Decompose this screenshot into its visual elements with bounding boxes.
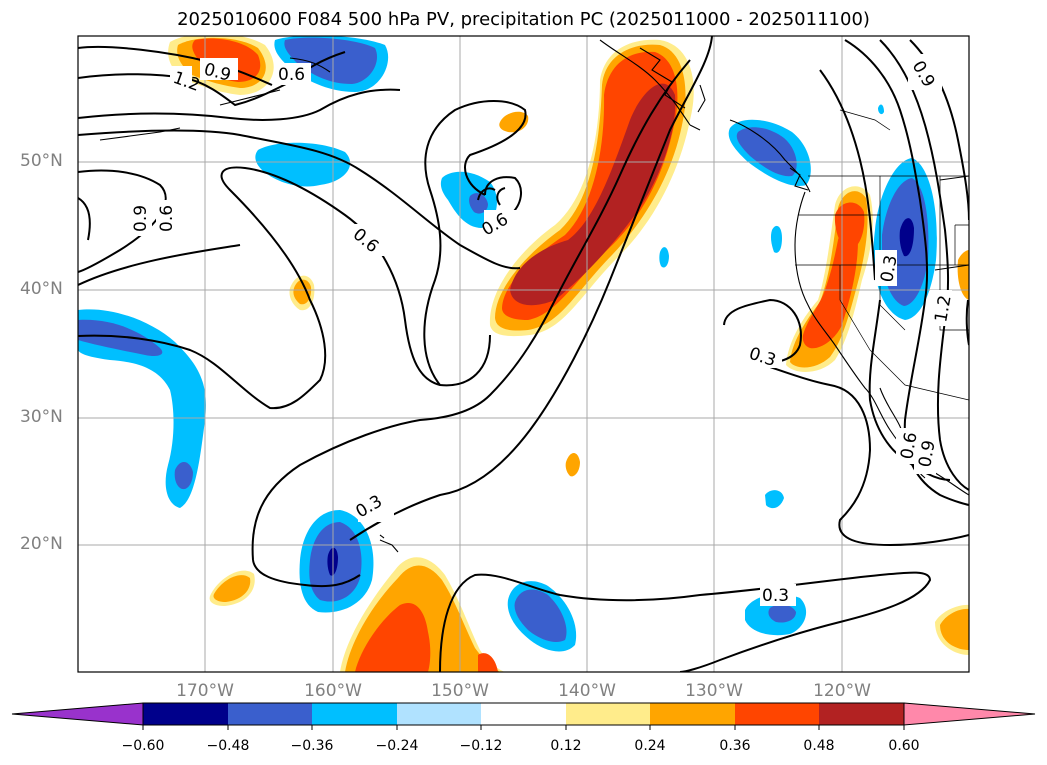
- precip-positive-shading: [168, 36, 969, 672]
- colorbar-extend-high: [903, 702, 1036, 726]
- lon-label-170w: 170°W: [176, 681, 234, 701]
- contour-label: 0.6: [897, 431, 921, 461]
- lon-label-130w: 130°W: [685, 681, 743, 701]
- lon-label-140w: 140°W: [558, 681, 616, 701]
- colorbar-tick-label: 0.48: [803, 738, 835, 754]
- lat-label-40n: 40°N: [20, 279, 63, 299]
- contour-label: 0.3: [762, 586, 789, 606]
- colorbar: [11, 702, 1036, 730]
- contour-label: 0.6: [157, 205, 177, 232]
- colorbar-tick-label: −0.48: [206, 738, 250, 754]
- contour-label: 0.6: [278, 65, 305, 85]
- colorbar-tick-label: −0.12: [459, 738, 503, 754]
- lat-label-20n: 20°N: [20, 534, 63, 554]
- lat-label-50n: 50°N: [20, 151, 63, 171]
- contour-label: 0.3: [877, 254, 901, 284]
- colorbar-tick-label: −0.36: [290, 738, 334, 754]
- map-gridlines: [78, 36, 969, 672]
- lat-label-30n: 30°N: [20, 407, 63, 427]
- colorbar-tick-label: −0.24: [375, 738, 419, 754]
- contour-label-masks: [130, 54, 952, 606]
- colorbar-extend-low: [11, 702, 144, 726]
- chart-title: 2025010600 F084 500 hPa PV, precipitatio…: [177, 9, 870, 30]
- lon-label-150w: 150°W: [431, 681, 489, 701]
- lon-label-160w: 160°W: [304, 681, 362, 701]
- colorbar-tick-label: 0.60: [888, 738, 920, 754]
- colorbar-tick-label: 0.12: [550, 738, 582, 754]
- colorbar-tick-label: 0.36: [719, 738, 751, 754]
- lon-label-120w: 120°W: [813, 681, 871, 701]
- contour-label: 0.9: [131, 205, 151, 232]
- plume-darkred: [510, 83, 676, 306]
- colorbar-tick-label: −0.60: [121, 738, 165, 754]
- colorbar-tick-label: 0.24: [634, 738, 666, 754]
- contour-label: 1.2: [931, 294, 955, 324]
- pv-contours: [78, 36, 969, 672]
- map-frame: [77, 35, 970, 673]
- contour-label: 0.9: [915, 439, 939, 469]
